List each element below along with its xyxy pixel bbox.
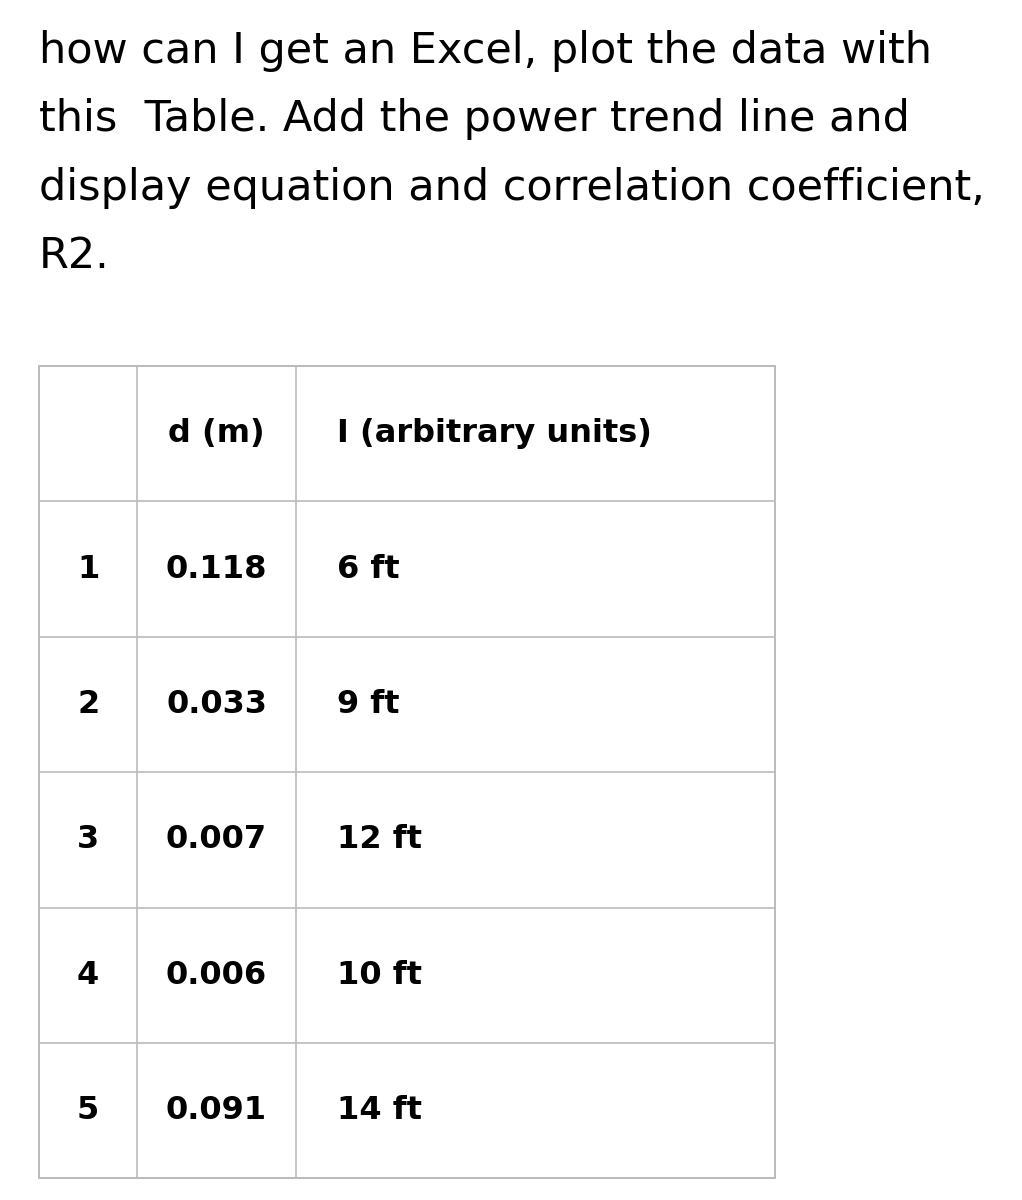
Text: 0.091: 0.091 xyxy=(166,1096,267,1126)
Text: 1: 1 xyxy=(77,553,99,584)
Text: 0.118: 0.118 xyxy=(166,553,268,584)
Text: d (m): d (m) xyxy=(169,419,265,449)
Text: 0.033: 0.033 xyxy=(167,689,267,720)
Text: 6 ft: 6 ft xyxy=(336,553,400,584)
Text: display equation and correlation coefficient,: display equation and correlation coeffic… xyxy=(39,167,985,209)
Text: 0.007: 0.007 xyxy=(166,824,267,856)
Text: 14 ft: 14 ft xyxy=(336,1096,421,1126)
Text: 0.006: 0.006 xyxy=(166,960,267,991)
Text: R2.: R2. xyxy=(39,235,109,277)
Text: I (arbitrary units): I (arbitrary units) xyxy=(336,419,651,449)
Text: 12 ft: 12 ft xyxy=(336,824,421,856)
Text: 9 ft: 9 ft xyxy=(336,689,399,720)
Text: 5: 5 xyxy=(77,1096,99,1126)
Bar xyxy=(39,366,775,1178)
Text: 3: 3 xyxy=(77,824,99,856)
Text: 10 ft: 10 ft xyxy=(336,960,421,991)
Text: 4: 4 xyxy=(77,960,99,991)
Text: how can I get an Excel, plot the data with: how can I get an Excel, plot the data wi… xyxy=(39,30,932,72)
Text: 2: 2 xyxy=(77,689,99,720)
Text: this  Table. Add the power trend line and: this Table. Add the power trend line and xyxy=(39,98,910,140)
